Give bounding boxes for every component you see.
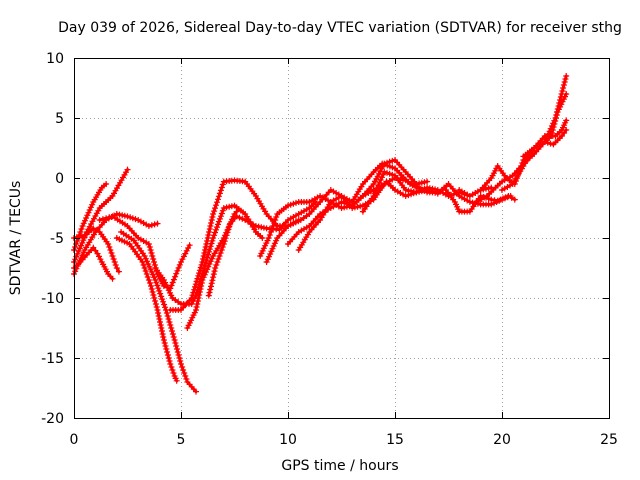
x-tick-label: 5 <box>177 432 186 448</box>
y-tick-label: -20 <box>41 411 64 427</box>
y-tick-label: 5 <box>55 111 64 127</box>
data-series-trace-8 <box>118 229 199 395</box>
x-tick-label: 20 <box>493 432 511 448</box>
y-tick-label: 0 <box>55 171 64 187</box>
y-tick-label: -10 <box>41 291 64 307</box>
series-markers <box>520 127 570 160</box>
data-series-trace-22 <box>520 127 570 160</box>
y-tick-label: -15 <box>41 351 64 367</box>
series-markers <box>118 229 199 395</box>
chart-title: Day 039 of 2026, Sidereal Day-to-day VTE… <box>58 20 622 36</box>
x-axis-label: GPS time / hours <box>281 458 398 474</box>
axis-ticks: 0 5 10 15 20 25 -20 -15 -10 -5 0 5 10 <box>41 51 618 448</box>
x-tick-label: 10 <box>279 432 297 448</box>
data-series-trace-12 <box>205 199 319 299</box>
series-markers <box>205 199 319 299</box>
data-series-trace-9 <box>152 202 266 307</box>
x-tick-label: 0 <box>70 432 79 448</box>
data-series-trace-17 <box>359 169 514 215</box>
x-tick-label: 15 <box>386 432 404 448</box>
y-tick-label: -5 <box>50 231 64 247</box>
series-markers <box>113 235 180 384</box>
y-axis-label: SDTVAR / TECUs <box>8 181 24 296</box>
data-traces <box>71 73 570 395</box>
data-series-trace-7 <box>113 235 180 384</box>
x-tick-label: 25 <box>600 432 618 448</box>
y-tick-label: 10 <box>46 51 64 67</box>
series-markers <box>359 169 514 215</box>
